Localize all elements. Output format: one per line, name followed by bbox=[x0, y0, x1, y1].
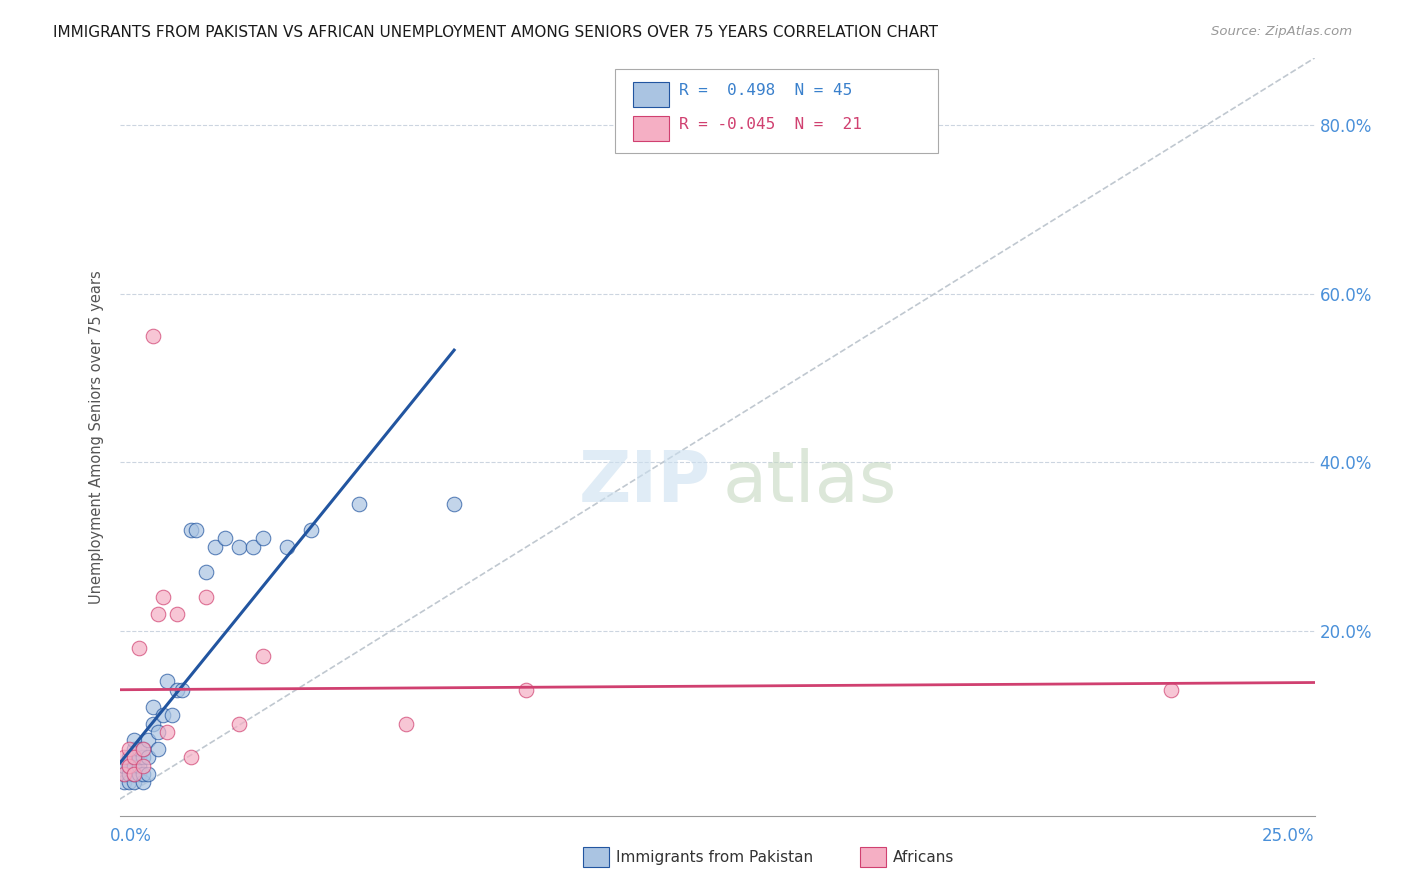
Point bbox=[122, 767, 145, 781]
Point bbox=[118, 750, 141, 764]
Y-axis label: Unemployment Among Seniors over 75 years: Unemployment Among Seniors over 75 years bbox=[89, 270, 104, 604]
Point bbox=[252, 531, 274, 545]
Point bbox=[146, 741, 169, 756]
Point bbox=[228, 540, 250, 554]
Point bbox=[112, 767, 135, 781]
Point bbox=[136, 733, 159, 747]
Point bbox=[122, 758, 145, 772]
Point bbox=[152, 590, 174, 604]
Text: R = -0.045  N =  21: R = -0.045 N = 21 bbox=[679, 117, 862, 132]
Point bbox=[136, 750, 159, 764]
Text: Africans: Africans bbox=[893, 850, 955, 864]
Point bbox=[132, 750, 155, 764]
Point bbox=[180, 523, 202, 537]
Point bbox=[152, 708, 174, 723]
FancyBboxPatch shape bbox=[616, 70, 938, 153]
FancyBboxPatch shape bbox=[633, 116, 669, 141]
Point bbox=[204, 540, 226, 554]
Text: Immigrants from Pakistan: Immigrants from Pakistan bbox=[616, 850, 813, 864]
Point bbox=[228, 716, 250, 731]
Point bbox=[128, 750, 150, 764]
Point bbox=[1160, 682, 1182, 697]
FancyBboxPatch shape bbox=[633, 82, 669, 107]
Point bbox=[112, 750, 135, 764]
Text: IMMIGRANTS FROM PAKISTAN VS AFRICAN UNEMPLOYMENT AMONG SENIORS OVER 75 YEARS COR: IMMIGRANTS FROM PAKISTAN VS AFRICAN UNEM… bbox=[53, 25, 938, 40]
Point bbox=[156, 725, 179, 739]
Text: 25.0%: 25.0% bbox=[1263, 827, 1315, 845]
Point bbox=[122, 733, 145, 747]
Point bbox=[132, 775, 155, 789]
Point bbox=[122, 750, 145, 764]
Point bbox=[146, 607, 169, 621]
Point bbox=[515, 682, 537, 697]
Text: atlas: atlas bbox=[723, 448, 897, 517]
Point bbox=[136, 767, 159, 781]
Point bbox=[180, 750, 202, 764]
Point bbox=[128, 741, 150, 756]
Point bbox=[184, 523, 207, 537]
Point bbox=[194, 590, 217, 604]
Point bbox=[118, 767, 141, 781]
Point bbox=[118, 775, 141, 789]
Point bbox=[122, 750, 145, 764]
Point bbox=[122, 775, 145, 789]
Point bbox=[160, 708, 183, 723]
Point bbox=[112, 767, 135, 781]
Point bbox=[118, 741, 141, 756]
Point bbox=[146, 725, 169, 739]
Point bbox=[252, 649, 274, 664]
Point bbox=[276, 540, 298, 554]
Point bbox=[142, 699, 165, 714]
Point bbox=[132, 767, 155, 781]
Point bbox=[214, 531, 236, 545]
Point bbox=[142, 716, 165, 731]
Point bbox=[128, 758, 150, 772]
Text: ZIP: ZIP bbox=[579, 448, 711, 517]
Point bbox=[170, 682, 193, 697]
Point bbox=[132, 741, 155, 756]
Point bbox=[194, 565, 217, 579]
Point bbox=[122, 767, 145, 781]
Point bbox=[166, 682, 188, 697]
Point bbox=[166, 607, 188, 621]
Point bbox=[132, 758, 155, 772]
Text: R =  0.498  N = 45: R = 0.498 N = 45 bbox=[679, 83, 852, 98]
Point bbox=[128, 640, 150, 655]
Point bbox=[132, 741, 155, 756]
Point bbox=[142, 329, 165, 343]
Point bbox=[118, 758, 141, 772]
Point bbox=[395, 716, 418, 731]
Text: Source: ZipAtlas.com: Source: ZipAtlas.com bbox=[1212, 25, 1353, 38]
Point bbox=[156, 674, 179, 689]
Point bbox=[118, 758, 141, 772]
Point bbox=[299, 523, 322, 537]
Point bbox=[128, 767, 150, 781]
Point bbox=[443, 498, 465, 512]
Point bbox=[122, 741, 145, 756]
Point bbox=[347, 498, 370, 512]
Point bbox=[112, 775, 135, 789]
Text: 0.0%: 0.0% bbox=[110, 827, 152, 845]
Point bbox=[242, 540, 264, 554]
Point bbox=[112, 758, 135, 772]
